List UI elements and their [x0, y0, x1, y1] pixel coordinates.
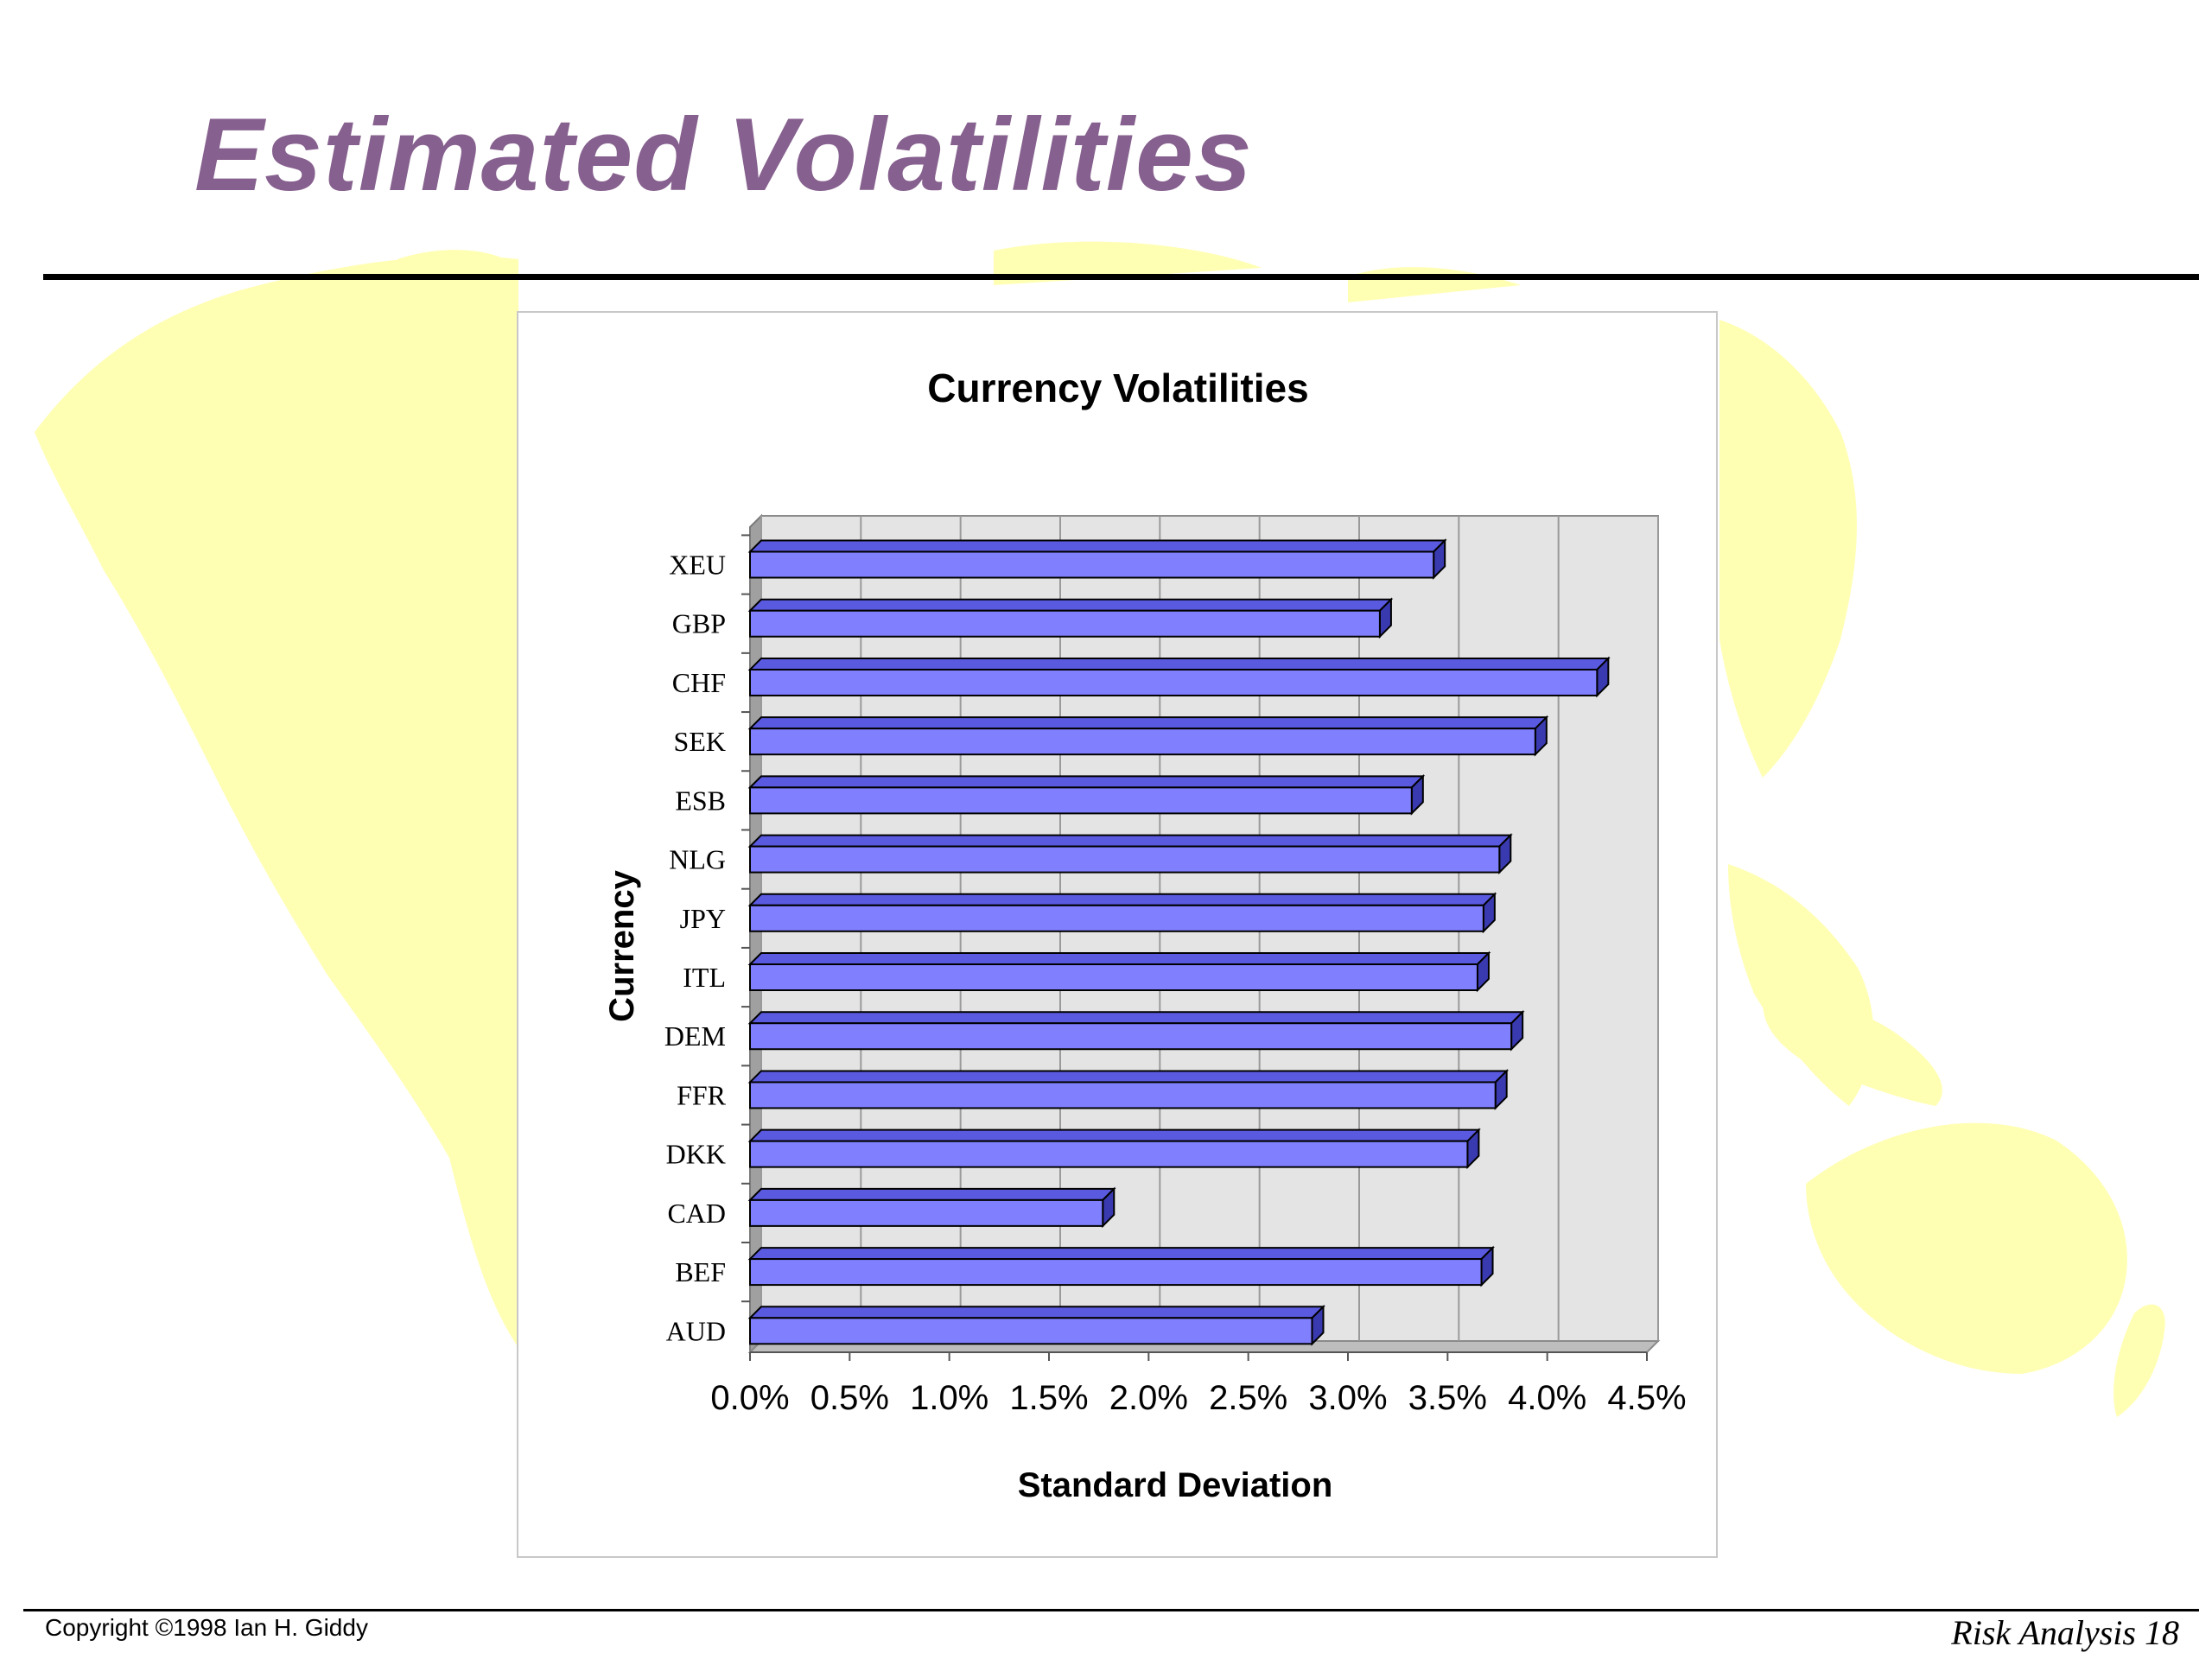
chart-frame: XEU GBP CHF SEK ESB NLG JPY ITL DEM FFR DKK CAD BEF A…	[517, 311, 1718, 1558]
bar-front-face	[749, 1258, 1483, 1287]
y-tick-label: GBP	[672, 608, 726, 639]
copyright-text: Copyright ©1998 Ian H. Giddy	[45, 1614, 368, 1641]
x-tick-label: 4.5%	[1607, 1379, 1686, 1417]
bar-bef	[747, 1245, 1495, 1287]
footer-divider	[23, 1609, 2199, 1611]
bar-cad	[747, 1186, 1116, 1229]
bar-ffr	[747, 1069, 1510, 1110]
bar-front-face	[749, 609, 1381, 638]
bar-front-face	[749, 1140, 1469, 1168]
x-tick-label: 2.0%	[1109, 1379, 1188, 1417]
bar-dkk	[747, 1128, 1481, 1170]
title-divider	[43, 274, 2199, 280]
bar-front-face	[749, 668, 1599, 696]
bar-top-face	[747, 775, 1426, 789]
bar-jpy	[747, 892, 1497, 934]
bar-sek	[747, 715, 1549, 757]
bar-front-face	[749, 1022, 1513, 1051]
bar-top-face	[747, 657, 1611, 671]
y-tick-label: JPY	[680, 903, 726, 934]
y-tick-label: BEF	[675, 1256, 726, 1287]
x-tick-label: 1.0%	[910, 1379, 988, 1417]
bar-top-face	[747, 1070, 1510, 1084]
x-tick-label: 4.0%	[1508, 1379, 1586, 1417]
bar-top-face	[747, 716, 1549, 730]
y-tick-label: ESB	[675, 785, 726, 816]
y-tick-label: DKK	[666, 1139, 726, 1170]
bar-front-face	[749, 1081, 1497, 1109]
bar-top-face	[747, 1306, 1325, 1319]
x-tick-label: 0.5%	[810, 1379, 889, 1417]
y-tick-label: XEU	[669, 550, 726, 581]
x-tick-label: 3.0%	[1308, 1379, 1387, 1417]
bar-front-face	[749, 728, 1536, 756]
bar-chf	[747, 656, 1611, 698]
chart-title: Currency Volatilities	[927, 365, 1308, 410]
x-tick-label: 3.5%	[1408, 1379, 1487, 1417]
bar-nlg	[747, 833, 1513, 875]
y-tick-label: AUD	[666, 1315, 726, 1346]
bar-front-face	[749, 963, 1478, 992]
bar-front-face	[749, 550, 1435, 579]
bar-gbp	[747, 597, 1394, 639]
y-tick-label: ITL	[683, 962, 726, 993]
y-tick-label: DEM	[664, 1020, 726, 1052]
bar-top-face	[747, 539, 1447, 553]
bar-top-face	[747, 893, 1497, 906]
bar-xeu	[747, 538, 1447, 580]
bar-top-face	[747, 598, 1394, 612]
y-tick-label: SEK	[674, 726, 726, 757]
bar-top-face	[747, 952, 1491, 966]
x-axis-label: Standard Deviation	[1018, 1466, 1333, 1504]
bar-esb	[747, 773, 1426, 816]
y-tick-label: NLG	[669, 844, 726, 875]
bar-front-face	[749, 1317, 1313, 1345]
x-tick-label: 0.0%	[710, 1379, 789, 1417]
slide-number-label: Risk Analysis 18	[1951, 1613, 2179, 1652]
bar-front-face	[749, 1198, 1104, 1227]
y-tick-label: CHF	[672, 667, 726, 698]
bar-front-face	[749, 904, 1484, 932]
slide-title: Estimated Volatilities	[194, 97, 1253, 213]
currency-volatilities-chart: XEU GBP CHF SEK ESB NLG JPY ITL DEM FFR DKK CAD BEF A…	[603, 365, 1687, 1504]
x-tick-labels: 0.0% 0.5% 1.0% 1.5% 2.0% 2.5% 3.0% 3.5% 4.0% 4.5%	[710, 1379, 1686, 1417]
bar-dem	[747, 1009, 1525, 1052]
y-tick-label: FFR	[677, 1079, 727, 1110]
y-tick-labels: XEU GBP CHF SEK ESB NLG JPY ITL DEM FFR DKK CAD BEF A…	[664, 534, 750, 1346]
bar-top-face	[747, 1247, 1495, 1261]
y-tick-label: CAD	[667, 1198, 726, 1229]
bar-top-face	[747, 1128, 1481, 1142]
bar-top-face	[747, 834, 1513, 848]
y-axis-label: Currency	[603, 869, 641, 1021]
bar-top-face	[747, 1011, 1525, 1025]
bar-top-face	[747, 1187, 1116, 1201]
x-tick-label: 2.5%	[1209, 1379, 1287, 1417]
bars	[747, 538, 1611, 1346]
x-tick-label: 1.5%	[1009, 1379, 1088, 1417]
bar-aud	[747, 1304, 1325, 1346]
bar-front-face	[749, 845, 1501, 874]
bar-itl	[747, 950, 1491, 993]
bar-front-face	[749, 786, 1413, 815]
